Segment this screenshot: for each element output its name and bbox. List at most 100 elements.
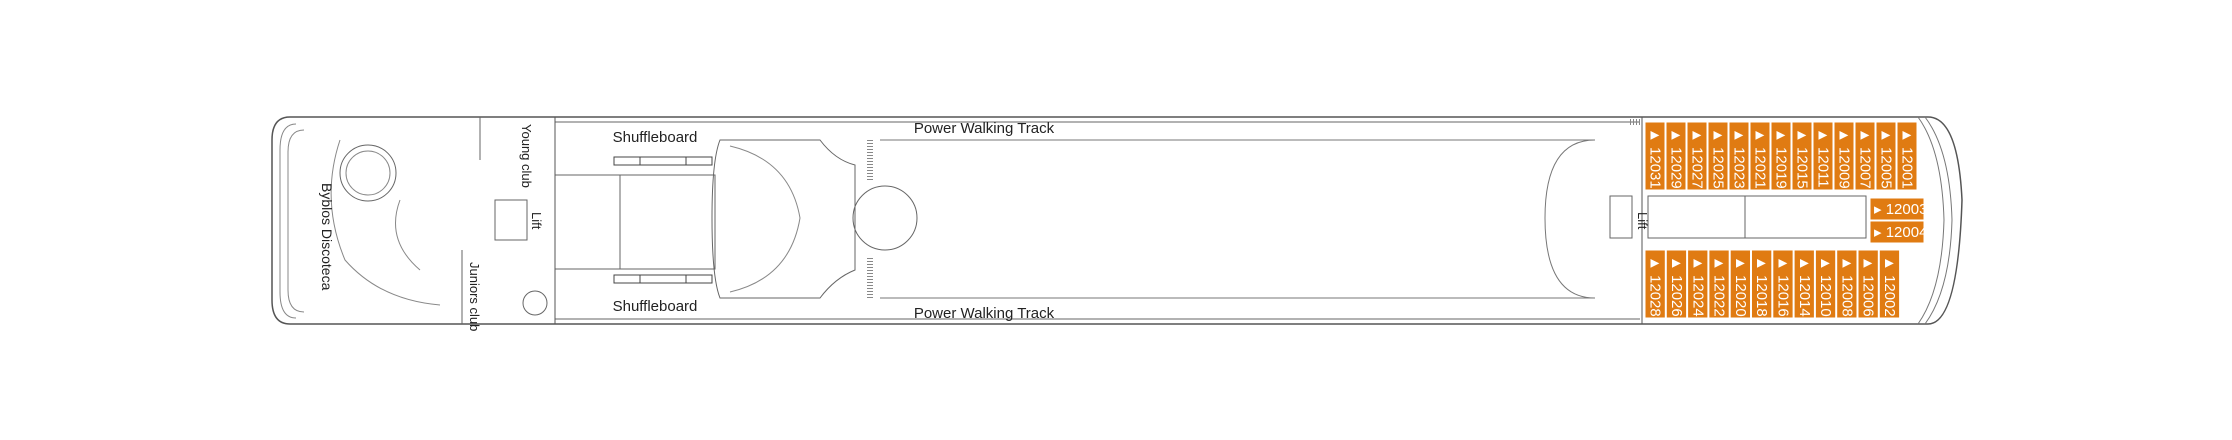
- cabin[interactable]: ▲ 12009: [1833, 121, 1855, 191]
- lift-aft-box: [494, 199, 528, 241]
- cabin-block: [1772, 249, 1794, 319]
- shuffleboard-court-top: [613, 156, 713, 166]
- power-walking-track-top-label: Power Walking Track: [914, 120, 1055, 137]
- cabin[interactable]: ▲ 12007: [1854, 121, 1876, 191]
- cabin-block: [1836, 249, 1858, 319]
- cabin[interactable]: ▲ 12014: [1793, 249, 1815, 319]
- cabin-number: ▲ 12008: [1838, 256, 1855, 317]
- cabin[interactable]: ▲ 12002: [1878, 249, 1901, 319]
- pool-inner: [729, 145, 801, 293]
- fwd-corridor: [1647, 195, 1867, 239]
- stern-lines: [279, 123, 305, 319]
- cabin-number: ▲ 12028: [1647, 256, 1664, 317]
- cabin-block: [1686, 121, 1708, 191]
- young-club-label: Young club: [519, 124, 534, 188]
- cabin-block: [1854, 121, 1876, 191]
- cabin[interactable]: ▲ 12021: [1749, 121, 1771, 191]
- cabin-block: [1896, 121, 1918, 191]
- cabin-number: ▲ 12010: [1817, 256, 1834, 317]
- cabin-number: ▲ 12014: [1796, 256, 1813, 317]
- byblos-discoteca-label: Byblos Discoteca: [319, 183, 335, 291]
- cabin-block: [1878, 249, 1901, 319]
- lift-fwd-label: Lift: [1635, 212, 1650, 230]
- cabin[interactable]: ▲ 12027: [1686, 121, 1708, 191]
- cabin-number: ▲ 12016: [1774, 256, 1791, 317]
- cabin-number: ▲ 12022: [1711, 256, 1728, 317]
- cabin-block: [1708, 249, 1730, 319]
- walking-track: [880, 139, 1596, 299]
- cabin-number: ▲ 12024: [1689, 256, 1706, 317]
- cabin-number: ▲ 12020: [1732, 256, 1749, 317]
- cabin-block: [1665, 121, 1687, 191]
- cabin[interactable]: ▲ 12015: [1791, 121, 1813, 191]
- cabin[interactable]: ▲ 12011: [1812, 121, 1834, 191]
- pool-structure: [711, 139, 856, 299]
- stern-circle-inner: [345, 150, 391, 196]
- cabin[interactable]: ▲ 12005: [1875, 121, 1897, 191]
- stern-circle: [339, 144, 397, 202]
- cabin-number: ▲ 12019: [1773, 128, 1790, 189]
- cabin[interactable]: ▲ 12022: [1708, 249, 1730, 319]
- disco-curve: [330, 139, 441, 306]
- cabin-number: ▲ 12023: [1731, 128, 1748, 189]
- cabin[interactable]: ▲ 12028: [1644, 249, 1666, 319]
- cabin[interactable]: ▲ 12008: [1836, 249, 1858, 319]
- cabin[interactable]: ▲ 12001: [1896, 121, 1918, 191]
- cabin[interactable]: ▲ 12010: [1814, 249, 1837, 319]
- cabin-block: [1869, 220, 1925, 244]
- cabin-block: [1814, 249, 1837, 319]
- cabin[interactable]: ▲ 12023: [1728, 121, 1750, 191]
- cabin-block: [1665, 249, 1688, 319]
- cabin[interactable]: ▲ 12018: [1751, 249, 1773, 319]
- cabin-block: [1749, 121, 1771, 191]
- cabin-number: ▲ 12007: [1857, 128, 1874, 189]
- cabin-row-bottom: ▲ 12028 ▲ 12026 ▲ 12024 ▲ 12022 ▲ 12020 ▲ 120…: [1644, 249, 1901, 319]
- cabin-block: [1644, 249, 1666, 319]
- cabin-number: ▸ 12003: [1874, 201, 1927, 218]
- cabin-number: ▲ 12015: [1794, 128, 1811, 189]
- cabin-number: ▲ 12001: [1899, 128, 1916, 189]
- cabin-number: ▲ 12011: [1815, 128, 1832, 188]
- shuffleboard-court-bottom: [613, 274, 713, 284]
- cabin-block: [1812, 121, 1834, 191]
- lift-aft-label: Lift: [529, 212, 544, 230]
- cabin-number: ▲ 12025: [1710, 128, 1727, 189]
- pool-circle: [852, 185, 918, 251]
- cabin-block: [1869, 197, 1925, 221]
- shuffleboard-top-label: Shuffleboard: [613, 129, 698, 146]
- cabin-number: ▸ 12004: [1874, 224, 1927, 241]
- cabin[interactable]: ▲ 12006: [1857, 249, 1879, 319]
- cabin-block: [1751, 249, 1773, 319]
- cabin-number: ▲ 12029: [1668, 128, 1685, 189]
- cabin-block: [1875, 121, 1897, 191]
- cabin-number: ▲ 12026: [1668, 256, 1685, 317]
- power-walking-track-bottom-label: Power Walking Track: [914, 305, 1055, 322]
- cabin-block: [1791, 121, 1813, 191]
- cabin[interactable]: ▸ 12003: [1869, 197, 1927, 221]
- cabin[interactable]: ▲ 12016: [1772, 249, 1794, 319]
- cabin-number: ▲ 12009: [1836, 128, 1853, 189]
- juniors-club-label: Juniors club: [467, 262, 482, 331]
- cabin[interactable]: ▲ 12025: [1707, 121, 1729, 191]
- club-round: [522, 290, 548, 316]
- lift-fwd-box: [1609, 195, 1633, 239]
- cabin-number: ▲ 12018: [1753, 256, 1770, 317]
- cabin-row-top: ▲ 12031 ▲ 12029 ▲ 12027 ▲ 12025 ▲ 12023 ▲ 120…: [1644, 121, 1918, 191]
- cabin[interactable]: ▸ 12004: [1869, 220, 1927, 244]
- cabin-number: ▲ 12031: [1647, 128, 1664, 189]
- cabin-block: [1729, 249, 1751, 319]
- cabin[interactable]: ▲ 12029: [1665, 121, 1687, 191]
- cabin[interactable]: ▲ 12031: [1644, 121, 1666, 191]
- hull-outline: [271, 116, 1963, 325]
- cabin-number: ▲ 12005: [1878, 128, 1895, 189]
- cabin-number: ▲ 12027: [1689, 128, 1706, 189]
- cabin[interactable]: ▲ 12020: [1729, 249, 1751, 319]
- cabin-block: [1833, 121, 1855, 191]
- cabin-block: [1728, 121, 1750, 191]
- cabin-number: ▲ 12002: [1881, 256, 1898, 317]
- cabin[interactable]: ▲ 12019: [1770, 121, 1792, 191]
- cabin[interactable]: ▲ 12024: [1687, 249, 1709, 319]
- cabin-number: ▲ 12006: [1860, 256, 1877, 317]
- cabin[interactable]: ▲ 12026: [1665, 249, 1688, 319]
